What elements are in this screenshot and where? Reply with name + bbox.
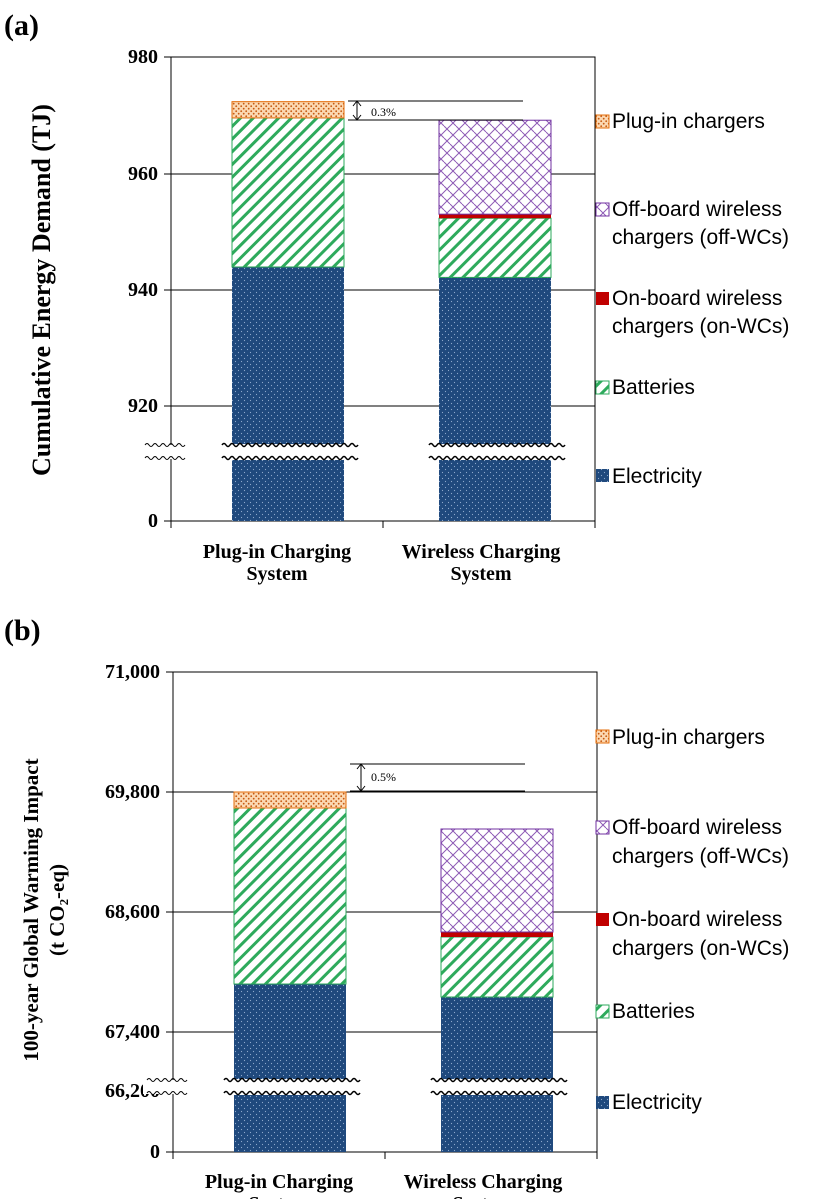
panel-a-difference-annotation: 0.3% <box>348 100 523 121</box>
panel-b-ylabel-line1: 100-year Global Warming Impact <box>19 758 43 1061</box>
legend-label-electricity: Electricity <box>612 1091 702 1114</box>
panel-a-bar-plug-in-0 <box>231 101 345 119</box>
panel-b-bar-electricity-0 <box>234 984 346 1152</box>
panel-a-axis-break-line-0 <box>144 443 186 447</box>
panel-b-ytick: 67,400 <box>105 1021 160 1043</box>
panel-b-axis-break-gap <box>143 1080 193 1094</box>
panel-b-break-line-1-0 <box>430 1077 568 1083</box>
panel-b-ytick: 0 <box>150 1141 160 1163</box>
panel-b-legend: Plug-in chargers Off-board wireless charg… <box>595 726 789 1114</box>
panel-a-bar-batteries-1 <box>438 217 552 278</box>
panel-b-ytick: 69,800 <box>105 781 160 803</box>
panel-b-bar-electricity-1 <box>441 997 553 1152</box>
legend-swatch-electricity <box>596 469 609 482</box>
panel-a-axis-break-gap <box>141 445 191 459</box>
panel-a-break-line-1-0 <box>428 442 566 448</box>
legend-swatch-batteries <box>595 380 610 395</box>
panel-a-break-line-1-1 <box>428 455 566 461</box>
panel-a-break-line-0-0 <box>221 442 359 448</box>
panel-a-plot: 980 960 940 920 0 Cumulative Energy Dema… <box>27 46 596 585</box>
panel-a-xtick-label: Wireless Charging System <box>402 541 561 585</box>
panel-b-break-line-0-0 <box>223 1077 361 1083</box>
panel-a-ytick: 960 <box>128 163 158 185</box>
legend-label-plug-in: Plug-in chargers <box>612 726 765 749</box>
legend-swatch-on-board <box>596 292 609 305</box>
legend-label-on-board: On-board wireless chargers (on-WCs) <box>612 908 789 960</box>
panel-b-break-line-1-1 <box>430 1090 568 1096</box>
panel-a-ytick: 920 <box>128 395 158 417</box>
panel-b-bar-off-board-1 <box>440 828 554 933</box>
panel-a-bar-electricity-0 <box>232 266 344 521</box>
panel-a-difference-label: 0.3% <box>371 105 396 119</box>
panel-a-ylabel: Cumulative Energy Demand (TJ) <box>27 104 56 476</box>
panel-a-bar-batteries-0 <box>231 117 345 268</box>
panel-b-axis-break <box>143 1077 568 1096</box>
panel-a-legend: Plug-in chargers Off-board wireless charg… <box>595 110 789 488</box>
legend-label-electricity: Electricity <box>612 465 702 488</box>
legend-swatch-off-board <box>595 820 610 835</box>
panel-a-ytick: 980 <box>128 46 158 68</box>
legend-swatch-batteries <box>595 1004 610 1019</box>
panel-a-ytick: 940 <box>128 279 158 301</box>
panel-b-letter: (b) <box>4 614 41 647</box>
legend-swatch-plug-in <box>595 114 610 129</box>
legend-swatch-electricity <box>596 1096 609 1109</box>
legend-label-plug-in: Plug-in chargers <box>612 110 765 133</box>
panel-b-break-line-0-1 <box>223 1090 361 1096</box>
panel-a-bar-off-board-1 <box>438 119 552 215</box>
legend-label-on-board: On-board wireless chargers (on-WCs) <box>612 287 789 338</box>
legend-label-off-board: Off-board wireless chargers (off-WCs) <box>612 198 789 249</box>
panel-b-bar-batteries-1 <box>440 936 554 998</box>
panel-b-axis-break-line-0 <box>146 1078 188 1082</box>
legend-swatch-on-board <box>596 913 609 926</box>
panel-a-axis-break <box>141 442 566 461</box>
panel-b-difference-annotation: 0.5% <box>350 763 525 792</box>
panel-b-bar-on-board-1 <box>441 932 553 937</box>
panel-b-bar-plug-in-0 <box>233 791 347 809</box>
legend-label-batteries: Batteries <box>612 376 695 399</box>
legend-swatch-off-board <box>595 202 610 217</box>
legend-label-batteries: Batteries <box>612 1000 695 1023</box>
panel-a-axis-break-line-1 <box>144 456 186 460</box>
legend-label-off-board: Off-board wireless chargers (off-WCs) <box>612 816 789 868</box>
panel-b-ytick: 71,000 <box>105 661 160 683</box>
panel-a-break-line-0-1 <box>221 455 359 461</box>
panel-b-plot: 71,000 69,800 68,600 67,400 0 66,200 100… <box>19 661 598 1199</box>
panel-a-bar-electricity-1 <box>439 277 551 521</box>
legend-swatch-plug-in <box>595 729 610 744</box>
panel-a-xtick-label: Plug-in Charging System <box>203 541 351 585</box>
panel-b-axis-break-line-1 <box>146 1091 188 1095</box>
panel-b-bar-batteries-0 <box>233 807 347 985</box>
panel-b-difference-label: 0.5% <box>371 770 396 784</box>
panel-a-ytick: 0 <box>148 510 158 532</box>
panel-a-letter: (a) <box>4 9 39 42</box>
panel-a-bar-on-board-1 <box>439 214 551 219</box>
panel-b-ytick: 68,600 <box>105 901 160 923</box>
panel-b-ylabel-line2: (t CO₂-eq) <box>45 864 69 956</box>
